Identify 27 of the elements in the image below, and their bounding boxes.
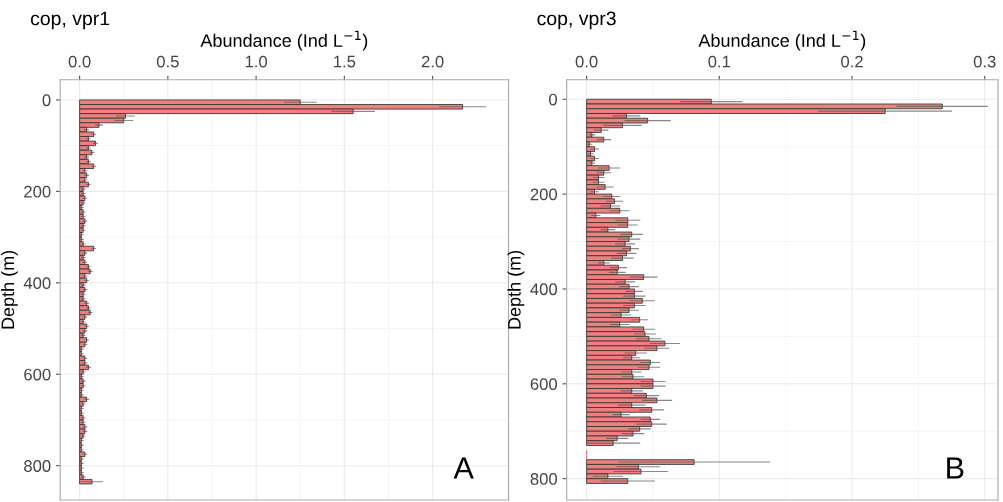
- x-axis-title: Abundance (Ind L$^{−1}$): [200, 30, 368, 51]
- chart-title: cop, vpr3: [537, 11, 616, 30]
- x-tick-label: 2.0: [421, 55, 444, 68]
- x-tick-label: 0.0: [575, 55, 598, 68]
- y-tick-label: 600: [530, 378, 558, 391]
- y-tick-label: 800: [530, 473, 558, 485]
- x-tick-label: 1.0: [245, 55, 268, 68]
- x-axis-title: Abundance (Ind L$^{−1}$): [698, 30, 866, 51]
- y-tick-label: 200: [530, 188, 558, 201]
- x-tick-label: 0.2: [841, 55, 863, 68]
- annotation: B: [947, 457, 964, 479]
- y-tick-label: 0: [549, 93, 558, 106]
- y-tick-label: 600: [24, 368, 51, 381]
- x-tick-label: 1.5: [334, 55, 356, 68]
- y-tick-label: 400: [23, 277, 51, 290]
- y-tick-label: 200: [24, 185, 51, 198]
- chart-title: cop, vpr1: [30, 11, 110, 30]
- y-tick-label: 800: [24, 460, 51, 472]
- annotation: A: [453, 457, 474, 479]
- x-tick-label: 0.5: [156, 55, 179, 68]
- y-axis-title: Depth (m): [507, 250, 525, 329]
- x-tick-label: 0.1: [708, 55, 731, 68]
- x-tick-label: 0.0: [68, 55, 91, 68]
- y-axis-title: Depth (m): [0, 250, 18, 329]
- x-tick-label: 0.3: [973, 55, 996, 68]
- y-tick-label: 0: [42, 94, 51, 107]
- y-tick-label: 400: [530, 283, 558, 296]
